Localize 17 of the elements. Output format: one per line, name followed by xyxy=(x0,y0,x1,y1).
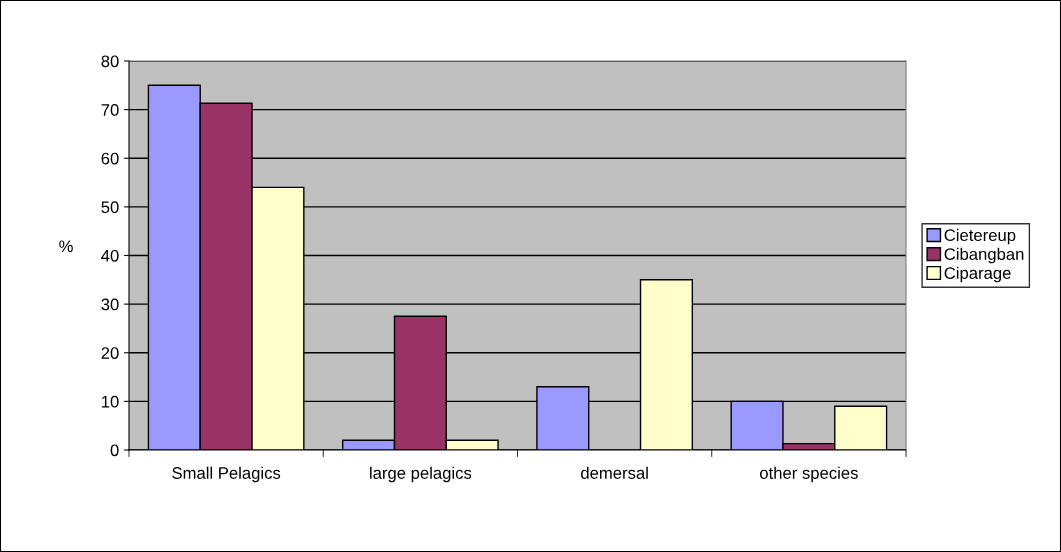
y-tick-label: 10 xyxy=(102,395,119,408)
y-tick-label: 50 xyxy=(101,201,119,214)
legend-label: Cietereup xyxy=(944,228,1016,245)
legend-label: Ciparage xyxy=(944,266,1011,283)
y-tick-label: 40 xyxy=(101,249,119,262)
x-tick-label: demersal xyxy=(581,466,648,479)
y-tick-label: 0 xyxy=(110,444,119,457)
y-tick-label: 60 xyxy=(101,152,119,165)
x-tick-label: large pelagics xyxy=(370,466,472,483)
x-tick-label: Small Pelagics xyxy=(172,466,281,483)
x-tick-label: other species xyxy=(760,466,858,483)
y-tick-label: 80 xyxy=(101,55,119,68)
legend-label: Cibangban xyxy=(944,247,1024,264)
y-tick-label: 70 xyxy=(101,104,119,116)
y-axis-title: % xyxy=(59,240,73,253)
y-tick-label: 30 xyxy=(101,298,119,311)
y-tick-label: 20 xyxy=(101,347,119,359)
